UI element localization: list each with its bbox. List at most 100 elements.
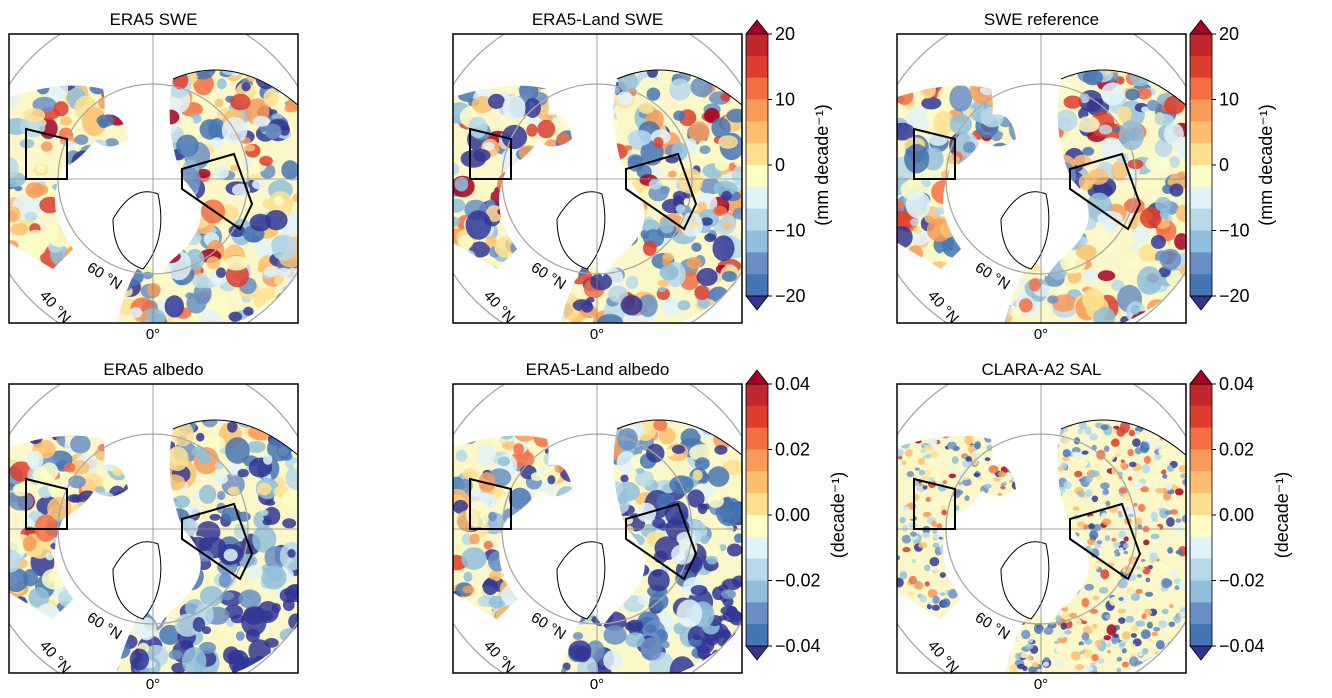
trend-patch bbox=[1158, 448, 1168, 456]
trend-patch bbox=[1026, 654, 1033, 661]
trend-patch bbox=[1125, 88, 1140, 101]
trend-patch bbox=[60, 116, 72, 127]
trend-patch bbox=[660, 186, 670, 194]
region-box-north-america bbox=[913, 127, 956, 180]
trend-patch bbox=[508, 487, 532, 510]
trend-patch bbox=[483, 540, 493, 550]
trend-patch bbox=[192, 272, 209, 289]
greenland bbox=[556, 541, 606, 620]
colorbar-segment bbox=[1190, 449, 1212, 472]
trend-patch bbox=[70, 434, 91, 454]
trend-patch bbox=[723, 222, 732, 230]
trend-patch bbox=[252, 115, 271, 127]
coastline bbox=[1060, 69, 1186, 106]
trend-patch bbox=[164, 295, 184, 318]
trend-patch bbox=[488, 595, 506, 609]
trend-patch bbox=[727, 487, 738, 499]
colorbar-segment bbox=[746, 77, 768, 100]
trend-patch bbox=[988, 465, 999, 474]
trend-patch bbox=[166, 446, 189, 472]
trend-patch bbox=[453, 114, 462, 122]
trend-patch bbox=[209, 297, 229, 314]
trend-patch bbox=[1076, 521, 1085, 528]
trend-patch bbox=[1092, 595, 1100, 601]
trend-patch bbox=[458, 234, 474, 250]
greenland bbox=[1000, 541, 1050, 620]
trend-patch bbox=[939, 572, 946, 578]
trend-patch bbox=[1017, 663, 1026, 670]
colorbar-tick-label: −20 bbox=[1219, 286, 1250, 306]
lon-label-0: 0° bbox=[1034, 676, 1048, 693]
trend-patch bbox=[667, 269, 676, 279]
trend-patch bbox=[264, 123, 282, 139]
trend-patch bbox=[192, 617, 206, 632]
trend-patch bbox=[1105, 500, 1111, 507]
trend-patch bbox=[9, 206, 21, 223]
trend-patch bbox=[471, 96, 494, 114]
trend-patch bbox=[1029, 278, 1041, 292]
trend-patch bbox=[1095, 228, 1111, 244]
trend-patch bbox=[1143, 455, 1151, 464]
trend-patch bbox=[1130, 592, 1140, 602]
trend-patch bbox=[1160, 564, 1170, 575]
trend-patch bbox=[1113, 452, 1121, 458]
colorbar-tick-label: −10 bbox=[1219, 221, 1250, 241]
trend-patch bbox=[676, 599, 703, 628]
trend-patch bbox=[711, 117, 731, 139]
trend-patch bbox=[461, 547, 487, 570]
colorbar-segment bbox=[1190, 77, 1212, 100]
trend-patch bbox=[1118, 547, 1124, 554]
trend-patch bbox=[941, 509, 947, 516]
trend-patch bbox=[924, 564, 931, 571]
trend-patch bbox=[276, 267, 291, 277]
trend-patch bbox=[662, 258, 671, 267]
trend-patch bbox=[23, 108, 46, 123]
colorbar-segment bbox=[1190, 558, 1212, 581]
trend-patch bbox=[668, 170, 677, 178]
trend-patch bbox=[1132, 438, 1141, 447]
trend-patch bbox=[465, 210, 492, 240]
trend-patch bbox=[1137, 503, 1146, 512]
trend-patch bbox=[206, 256, 221, 270]
trend-patch bbox=[625, 275, 639, 290]
trend-patch bbox=[246, 565, 263, 580]
trend-patch bbox=[1083, 648, 1093, 659]
trend-patch bbox=[936, 523, 943, 529]
trend-patch bbox=[706, 555, 718, 565]
lon-label-0: 0° bbox=[1034, 326, 1048, 343]
trend-patch bbox=[1178, 464, 1186, 473]
trend-patch bbox=[1078, 174, 1094, 191]
trend-patch bbox=[675, 204, 686, 214]
trend-patch bbox=[616, 451, 637, 475]
trend-patch bbox=[1158, 620, 1168, 628]
trend-patch bbox=[1096, 540, 1103, 545]
colorbar-segment bbox=[746, 449, 768, 472]
colorbar-tick-label: 20 bbox=[775, 24, 795, 44]
trend-patch bbox=[1120, 462, 1128, 470]
trend-patch bbox=[697, 201, 707, 212]
trend-patch bbox=[274, 274, 284, 286]
trend-patch bbox=[530, 472, 544, 481]
trend-patch bbox=[196, 432, 205, 442]
trend-patch bbox=[713, 205, 727, 216]
colorbar-segment bbox=[746, 99, 768, 122]
trend-patch bbox=[929, 476, 935, 483]
trend-patch bbox=[1165, 482, 1173, 491]
trend-patch bbox=[897, 448, 904, 457]
lon-label-0: 0° bbox=[590, 326, 604, 343]
colorbar-segment bbox=[1190, 186, 1212, 210]
trend-patch bbox=[1106, 624, 1117, 636]
trend-patch bbox=[931, 469, 942, 481]
trend-patch bbox=[940, 461, 945, 465]
trend-patch bbox=[671, 444, 686, 454]
trend-patch bbox=[1111, 161, 1129, 181]
trend-patch bbox=[1174, 139, 1186, 160]
trend-patch bbox=[1094, 639, 1103, 648]
trend-patch bbox=[263, 88, 279, 107]
trend-patch bbox=[1094, 565, 1099, 570]
trend-patch bbox=[653, 137, 664, 149]
trend-patch bbox=[1077, 116, 1100, 133]
trend-patch bbox=[1116, 656, 1123, 662]
trend-patch bbox=[1063, 95, 1082, 109]
trend-patch bbox=[468, 116, 488, 139]
